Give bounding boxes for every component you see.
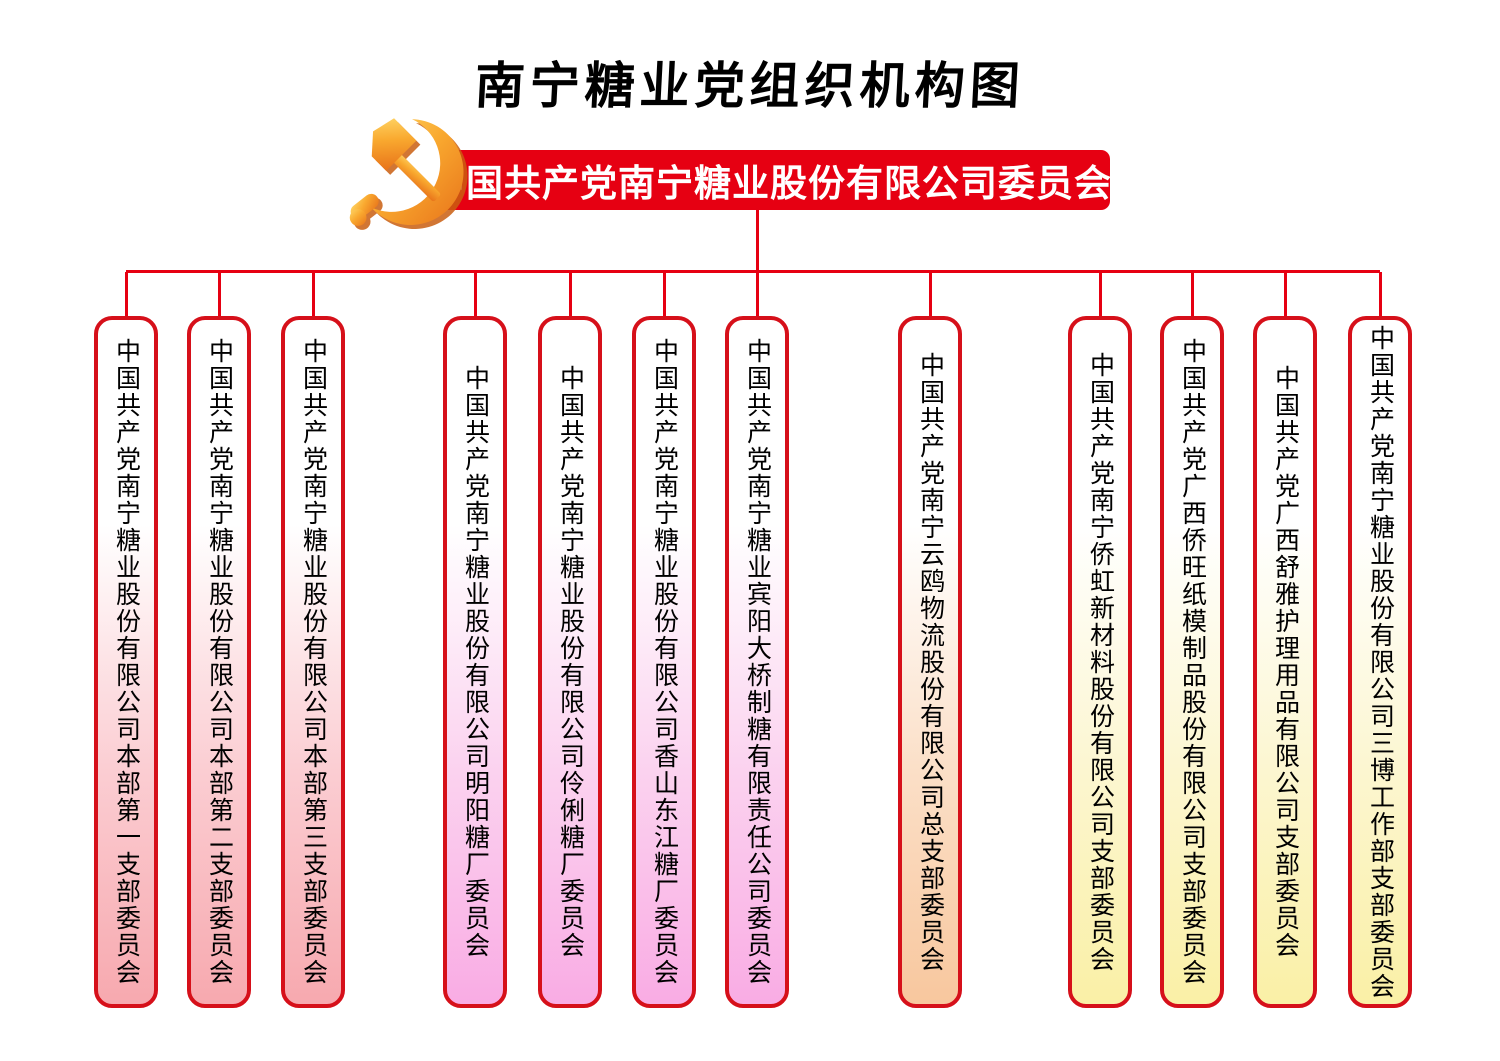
branch-box: 中国共产党南宁糖业股份有限公司本部第一支部委员会 [94,316,158,1008]
branch-box: 中国共产党南宁糖业股份有限公司明阳糖厂委员会 [443,316,507,1008]
branch-label: 中国共产党广西侨旺纸模制品股份有限公司支部委员会 [1178,338,1207,986]
root-committee-label: 中国共产党南宁糖业股份有限公司委员会 [428,163,1112,204]
branch-box: 中国共产党南宁糖业股份有限公司三博工作部支部委员会 [1348,316,1412,1008]
connector-drop [217,272,221,318]
party-emblem-icon [349,118,464,226]
connector-drop [928,272,932,318]
connector-drop [473,272,477,318]
connector-stem [755,208,759,272]
connector-horizontal [126,270,1380,273]
branch-box: 中国共产党南宁糖业股份有限公司伶俐糖厂委员会 [538,316,602,1008]
page-title: 南宁糖业党组织机构图 [473,56,1027,115]
branch-label: 中国共产党南宁糖业股份有限公司香山东江糖厂委员会 [650,338,679,986]
branch-label: 中国共产党南宁糖业股份有限公司明阳糖厂委员会 [461,365,490,959]
branch-label: 中国共产党南宁侨虹新材料股份有限公司支部委员会 [1086,351,1115,973]
branch-box: 中国共产党广西舒雅护理用品有限公司支部委员会 [1253,316,1317,1008]
connector-drop [568,272,572,318]
branch-box: 中国共产党南宁糖业股份有限公司本部第二支部委员会 [187,316,251,1008]
branch-box: 中国共产党南宁糖业宾阳大桥制糖有限责任公司委员会 [725,316,789,1008]
branch-label: 中国共产党南宁糖业股份有限公司伶俐糖厂委员会 [556,365,585,959]
branch-box: 中国共产党南宁糖业股份有限公司本部第三支部委员会 [281,316,345,1008]
branch-label: 中国共产党南宁糖业股份有限公司本部第一支部委员会 [112,338,141,986]
connector-drop [1098,272,1102,318]
connector-drop [755,272,759,318]
connector-drop [1378,272,1382,318]
root-committee-banner: 中国共产党南宁糖业股份有限公司委员会 [428,150,1112,210]
branch-label: 中国共产党广西舒雅护理用品有限公司支部委员会 [1271,365,1300,959]
branch-box: 中国共产党南宁侨虹新材料股份有限公司支部委员会 [1068,316,1132,1008]
connector-drop [1283,272,1287,318]
branch-label: 中国共产党南宁糖业宾阳大桥制糖有限责任公司委员会 [743,338,772,986]
connector-drop [124,272,128,318]
connector-drop [662,272,666,318]
branch-box: 中国共产党广西侨旺纸模制品股份有限公司支部委员会 [1160,316,1224,1008]
connector-drop [311,272,315,318]
branch-label: 中国共产党南宁糖业股份有限公司本部第二支部委员会 [205,338,234,986]
branch-box: 中国共产党南宁糖业股份有限公司香山东江糖厂委员会 [632,316,696,1008]
branch-box: 中国共产党南宁云鸥物流股份有限公司总支部委员会 [898,316,962,1008]
branch-label: 中国共产党南宁糖业股份有限公司本部第三支部委员会 [299,338,328,986]
connector-drop [1190,272,1194,318]
branch-label: 中国共产党南宁糖业股份有限公司三博工作部支部委员会 [1366,324,1395,1000]
branch-label: 中国共产党南宁云鸥物流股份有限公司总支部委员会 [916,351,945,973]
